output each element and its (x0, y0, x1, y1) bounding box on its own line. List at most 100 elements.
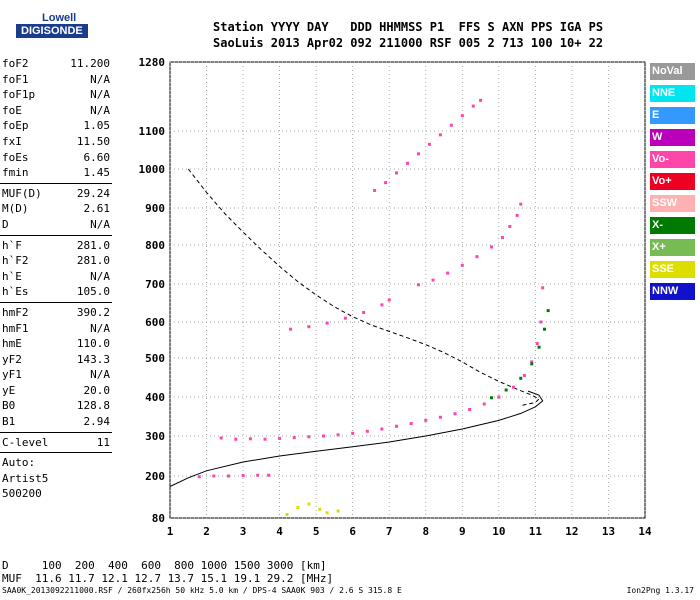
param-value: 281.0 (76, 254, 110, 268)
autoscaling-info: 500200 (2, 487, 42, 501)
x-tick-label: 13 (602, 525, 615, 538)
x-tick-label: 9 (459, 525, 466, 538)
legend-item: SSE (650, 261, 695, 278)
param-name: h`F2 (2, 254, 29, 268)
param-divider (0, 182, 112, 184)
param-value: 128.8 (76, 399, 110, 413)
legend-item: X- (650, 217, 695, 234)
data-point (490, 245, 494, 249)
y-tick-label: 80 (152, 512, 165, 525)
x-tick-label: 5 (313, 525, 320, 538)
param-row: yF2 143.3 (0, 352, 112, 368)
param-value: 281.0 (76, 238, 110, 252)
param-row: M(D) 2.61 (0, 201, 112, 217)
param-row: yE 20.0 (0, 383, 112, 399)
y-tick-label: 700 (145, 278, 165, 291)
param-divider (0, 431, 112, 433)
param-row: fxI 11.50 (0, 134, 112, 150)
param-value: N/A (90, 103, 110, 117)
param-value: N/A (90, 368, 110, 382)
data-point (535, 342, 539, 346)
data-point (292, 436, 296, 440)
data-point (307, 502, 311, 506)
legend-item: NNE (650, 85, 695, 102)
data-point (504, 388, 508, 392)
param-divider (0, 301, 112, 303)
param-row: h`Es 105.0 (0, 284, 112, 300)
param-name: foEs (2, 150, 29, 164)
param-divider (0, 234, 112, 236)
data-point (336, 509, 340, 513)
param-row: hmF1 N/A (0, 321, 112, 337)
param-name: h`Es (2, 285, 29, 299)
data-point (373, 188, 377, 192)
param-name: fmin (2, 166, 29, 180)
param-row: foEp 1.05 (0, 118, 112, 134)
data-point (248, 437, 252, 441)
legend-item: W (650, 129, 695, 146)
param-value: 1.45 (83, 166, 111, 180)
y-tick-label: 1280 (139, 56, 166, 69)
y-tick-label: 600 (145, 316, 165, 329)
data-point (318, 507, 322, 511)
data-point (395, 171, 399, 175)
data-point (278, 436, 282, 440)
param-row: foF2 11.200 (0, 56, 112, 72)
data-point (387, 298, 391, 302)
data-point (490, 396, 494, 400)
data-point (468, 407, 472, 411)
data-point (234, 437, 238, 441)
param-value: 11.200 (70, 57, 110, 70)
data-point (343, 316, 347, 320)
data-point (449, 123, 453, 127)
x-tick-label: 12 (565, 525, 578, 538)
param-row: yF1 N/A (0, 367, 112, 383)
data-point (479, 98, 483, 102)
param-row: B0 128.8 (0, 398, 112, 414)
data-point (289, 327, 293, 331)
data-point (307, 325, 311, 329)
data-point (438, 133, 442, 137)
data-point (471, 104, 475, 108)
data-point (267, 473, 271, 477)
param-name: D (2, 217, 9, 231)
param-name: hmE (2, 337, 22, 351)
param-name: foF2 (2, 57, 29, 70)
param-name: foE (2, 103, 22, 117)
data-point (409, 422, 413, 426)
solid-curve (169, 390, 544, 487)
autoscaling-info: Auto: (2, 456, 36, 470)
data-point (256, 473, 260, 477)
data-point (539, 320, 543, 324)
legend-item: Vo- (650, 151, 695, 168)
param-value: 2.61 (83, 202, 111, 216)
dashed-curve (187, 168, 540, 407)
param-value: 20.0 (83, 383, 111, 397)
header-values: SaoLuis 2013 Apr02 092 211000 RSF 005 2 … (213, 36, 604, 50)
x-tick-label: 11 (529, 525, 543, 538)
param-name: B0 (2, 399, 16, 413)
param-name: B1 (2, 415, 16, 429)
legend-item: X+ (650, 239, 695, 256)
x-tick-label: 4 (276, 525, 283, 538)
param-row: C-level 11 (0, 435, 112, 451)
data-point (380, 303, 384, 307)
param-row: h`F 281.0 (0, 238, 112, 254)
data-point (416, 283, 420, 287)
autoscaling-info: Artist5 (2, 471, 49, 485)
data-point (446, 271, 450, 275)
x-tick-label: 8 (422, 525, 429, 538)
param-row: foE N/A (0, 103, 112, 119)
data-point (351, 431, 355, 435)
param-value: 29.24 (76, 186, 110, 200)
data-point (546, 309, 550, 313)
data-point (416, 152, 420, 156)
param-value: N/A (90, 321, 110, 335)
logo-digisonde-text: DIGISONDE (16, 24, 88, 38)
param-value: 105.0 (76, 285, 110, 299)
data-point (541, 286, 545, 290)
param-row: h`E N/A (0, 269, 112, 285)
data-point (336, 433, 340, 437)
data-point (453, 412, 457, 416)
